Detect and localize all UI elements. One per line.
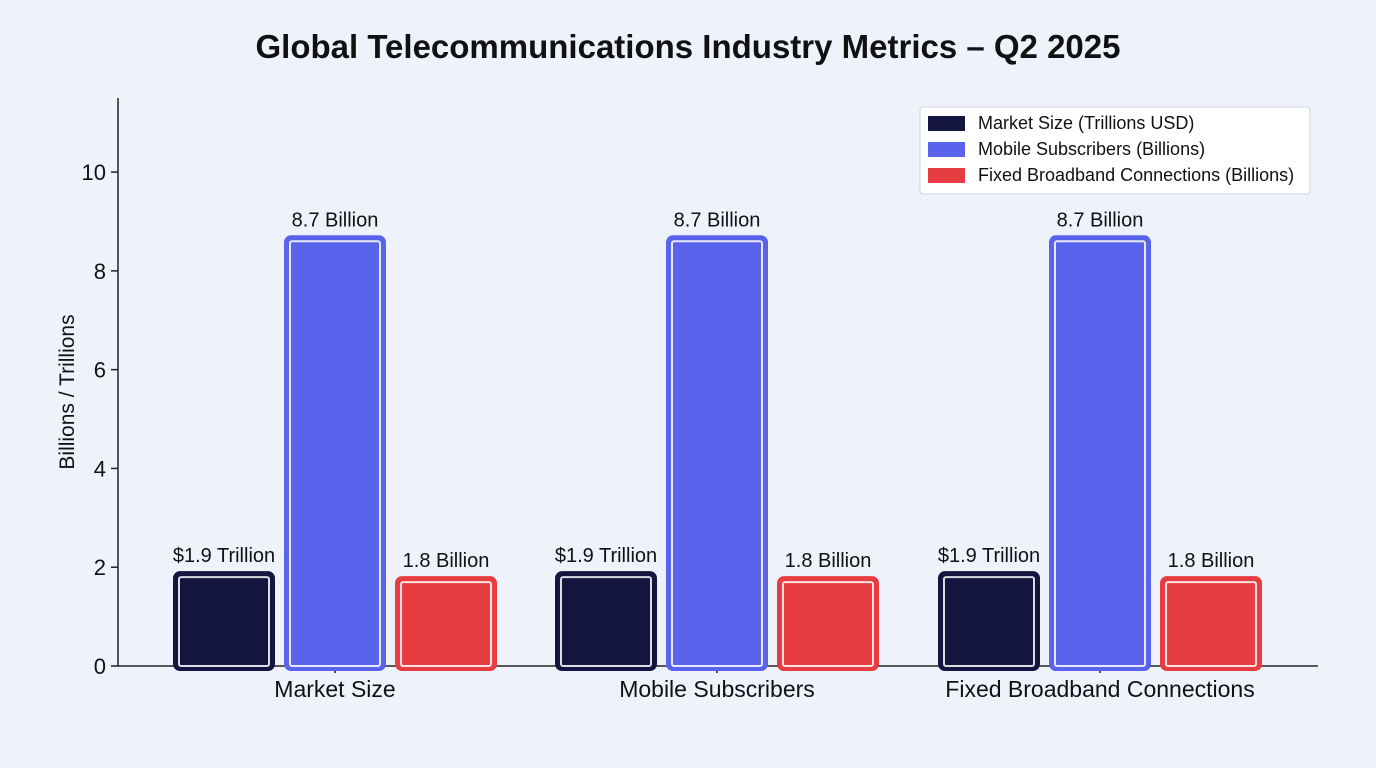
- bar: [777, 576, 879, 671]
- y-tick-label: 6: [94, 358, 106, 383]
- chart-title: Global Telecommunications Industry Metri…: [255, 28, 1121, 65]
- bar-data-label: 1.8 Billion: [403, 550, 490, 572]
- y-tick-label: 10: [82, 160, 106, 185]
- x-tick-label: Market Size: [274, 676, 395, 702]
- bar: [666, 235, 768, 671]
- bar-highlight: [289, 240, 381, 667]
- bar-data-label: 1.8 Billion: [1168, 550, 1255, 572]
- bar-highlight: [782, 581, 874, 667]
- legend-label: Market Size (Trillions USD): [978, 113, 1194, 133]
- y-tick-label: 2: [94, 555, 106, 580]
- bar-data-label: 8.7 Billion: [674, 209, 761, 231]
- bar: [173, 571, 275, 671]
- y-tick-label: 4: [94, 456, 106, 481]
- bar-highlight: [943, 576, 1035, 667]
- bar: [555, 571, 657, 671]
- x-tick-label: Fixed Broadband Connections: [945, 676, 1254, 702]
- bar-data-label: 8.7 Billion: [1057, 209, 1144, 231]
- y-axis-title: Billions / Trillions: [56, 314, 79, 469]
- bar-highlight: [671, 240, 763, 667]
- x-tick-label: Mobile Subscribers: [619, 676, 815, 702]
- bar-highlight: [1054, 240, 1146, 667]
- bar-data-label: $1.9 Trillion: [173, 545, 275, 567]
- bar-data-label: 1.8 Billion: [785, 550, 872, 572]
- bar: [938, 571, 1040, 671]
- bar-data-label: $1.9 Trillion: [938, 545, 1040, 567]
- legend-label: Fixed Broadband Connections (Billions): [978, 165, 1294, 185]
- bar: [284, 235, 386, 671]
- bar-data-label: 8.7 Billion: [292, 209, 379, 231]
- bar-highlight: [400, 581, 492, 667]
- y-tick-label: 0: [94, 654, 106, 679]
- legend-label: Mobile Subscribers (Billions): [978, 139, 1205, 159]
- legend-box: [919, 106, 1311, 195]
- bar: [1160, 576, 1262, 671]
- legend-swatch: [928, 116, 965, 131]
- bar-data-label: $1.9 Trillion: [555, 545, 657, 567]
- bar: [1049, 235, 1151, 671]
- y-tick-label: 8: [94, 259, 106, 284]
- legend-swatch: [928, 142, 965, 157]
- bar-highlight: [1165, 581, 1257, 667]
- legend-swatch: [928, 168, 965, 183]
- bar: [395, 576, 497, 671]
- bar-highlight: [560, 576, 652, 667]
- bar-highlight: [178, 576, 270, 667]
